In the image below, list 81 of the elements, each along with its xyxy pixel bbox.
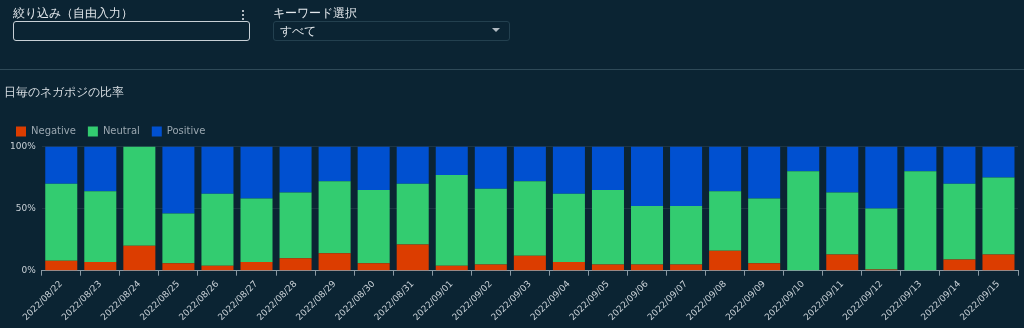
bar — [45, 146, 78, 184]
bar — [709, 191, 742, 251]
bar — [982, 146, 1015, 178]
bar — [435, 265, 468, 271]
bar — [474, 188, 507, 265]
bar — [123, 245, 156, 271]
bar — [318, 146, 351, 182]
bar — [513, 181, 546, 256]
bar — [748, 263, 781, 271]
bar — [279, 192, 312, 259]
bar — [552, 193, 585, 262]
bar — [865, 146, 898, 209]
bar — [396, 244, 429, 271]
bar — [631, 146, 664, 207]
bar — [787, 146, 820, 172]
text: キーワード選択 — [273, 5, 357, 22]
bar — [396, 183, 429, 245]
bar — [474, 264, 507, 271]
bar — [826, 146, 859, 193]
bar — [357, 263, 390, 271]
bar — [591, 189, 624, 265]
bar — [513, 255, 546, 271]
bar — [591, 146, 624, 190]
bar — [201, 193, 234, 266]
bar — [45, 183, 78, 261]
bar — [904, 171, 937, 271]
legend-label: Positive — [166, 124, 206, 136]
bar — [552, 261, 585, 271]
bar — [943, 183, 976, 260]
legend-label: Negative — [31, 124, 76, 136]
bar — [435, 146, 468, 175]
bar — [84, 191, 117, 262]
bar — [162, 263, 195, 271]
bar — [709, 250, 742, 271]
bar — [240, 261, 273, 271]
bar — [240, 146, 273, 199]
bar — [787, 171, 820, 271]
bar — [84, 146, 117, 192]
bar — [357, 146, 390, 190]
bar — [982, 254, 1015, 271]
bar — [826, 254, 859, 271]
bar — [318, 181, 351, 254]
bar — [279, 258, 312, 271]
bar — [670, 264, 703, 271]
bar — [201, 146, 234, 194]
bar — [982, 177, 1015, 255]
bar — [318, 253, 351, 271]
text: 絞り込み（自由入力） — [13, 5, 133, 22]
bar — [904, 146, 937, 172]
y-tick-label: 100% — [10, 140, 37, 151]
bar — [709, 146, 742, 192]
bar — [826, 192, 859, 255]
text: すべて — [280, 23, 316, 40]
y-tick-label: 0% — [21, 265, 37, 276]
legend-label: Neutral — [102, 124, 140, 136]
bar — [631, 264, 664, 271]
bar — [670, 206, 703, 265]
bar — [357, 189, 390, 264]
bar — [865, 208, 898, 270]
bar — [45, 260, 78, 271]
bar — [631, 206, 664, 265]
bar — [84, 261, 117, 271]
bar — [943, 259, 976, 271]
bar — [162, 146, 195, 214]
bar — [123, 146, 156, 246]
bar — [552, 146, 585, 194]
bar — [748, 146, 781, 199]
bar — [474, 146, 507, 189]
bar — [591, 264, 624, 271]
bar — [279, 146, 312, 193]
bar — [435, 174, 468, 266]
bar — [670, 146, 703, 207]
y-tick-label: 50% — [15, 202, 37, 213]
bar — [943, 146, 976, 184]
bar — [201, 265, 234, 271]
bar — [396, 146, 429, 184]
bar — [240, 198, 273, 262]
chart-title: 日毎のネガポジの比率 — [4, 85, 124, 100]
bar — [162, 213, 195, 264]
bar — [748, 198, 781, 264]
bar — [513, 146, 546, 182]
